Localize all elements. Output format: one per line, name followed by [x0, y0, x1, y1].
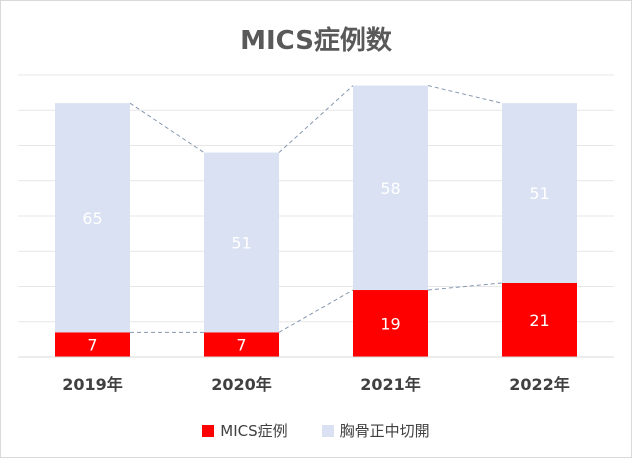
data-label-mics: 7: [87, 336, 97, 355]
bar-mics: [204, 332, 279, 357]
bar-mics: [502, 282, 577, 357]
bar-sternotomy: [502, 103, 577, 283]
x-tick-label: 2021年: [360, 375, 421, 394]
series-line-total: [129, 102, 205, 153]
data-label-sternotomy: 51: [529, 184, 549, 203]
series-line-total: [278, 85, 354, 153]
series-line-mics: [427, 282, 503, 291]
data-label-mics: 7: [236, 336, 246, 355]
x-tick-label: 2020年: [211, 375, 272, 394]
bar-sternotomy: [55, 103, 130, 333]
bar-sternotomy: [204, 152, 279, 333]
legend-item-sternotomy: 胸骨正中切開: [321, 420, 430, 441]
data-label-sternotomy: 65: [82, 209, 102, 228]
x-tick-label: 2019年: [62, 375, 123, 394]
chart-legend: MICS症例 胸骨正中切開: [0, 420, 632, 441]
bar-mics: [353, 290, 428, 357]
series-line-mics: [278, 289, 354, 333]
series-line-total: [427, 85, 503, 104]
data-label-sternotomy: 51: [231, 233, 251, 252]
data-label-mics: 21: [529, 311, 549, 330]
bar-mics: [55, 332, 130, 357]
bar-sternotomy: [353, 85, 428, 291]
legend-swatch-mics: [202, 424, 215, 437]
x-tick-label: 2022年: [509, 375, 570, 394]
data-label-mics: 19: [380, 315, 400, 334]
legend-item-mics: MICS症例: [202, 420, 288, 441]
data-label-sternotomy: 58: [380, 179, 400, 198]
legend-label-mics: MICS症例: [220, 422, 288, 440]
legend-swatch-sternotomy: [321, 424, 334, 437]
legend-label-sternotomy: 胸骨正中切開: [339, 422, 430, 440]
chart-title: MICS症例数: [240, 26, 392, 56]
